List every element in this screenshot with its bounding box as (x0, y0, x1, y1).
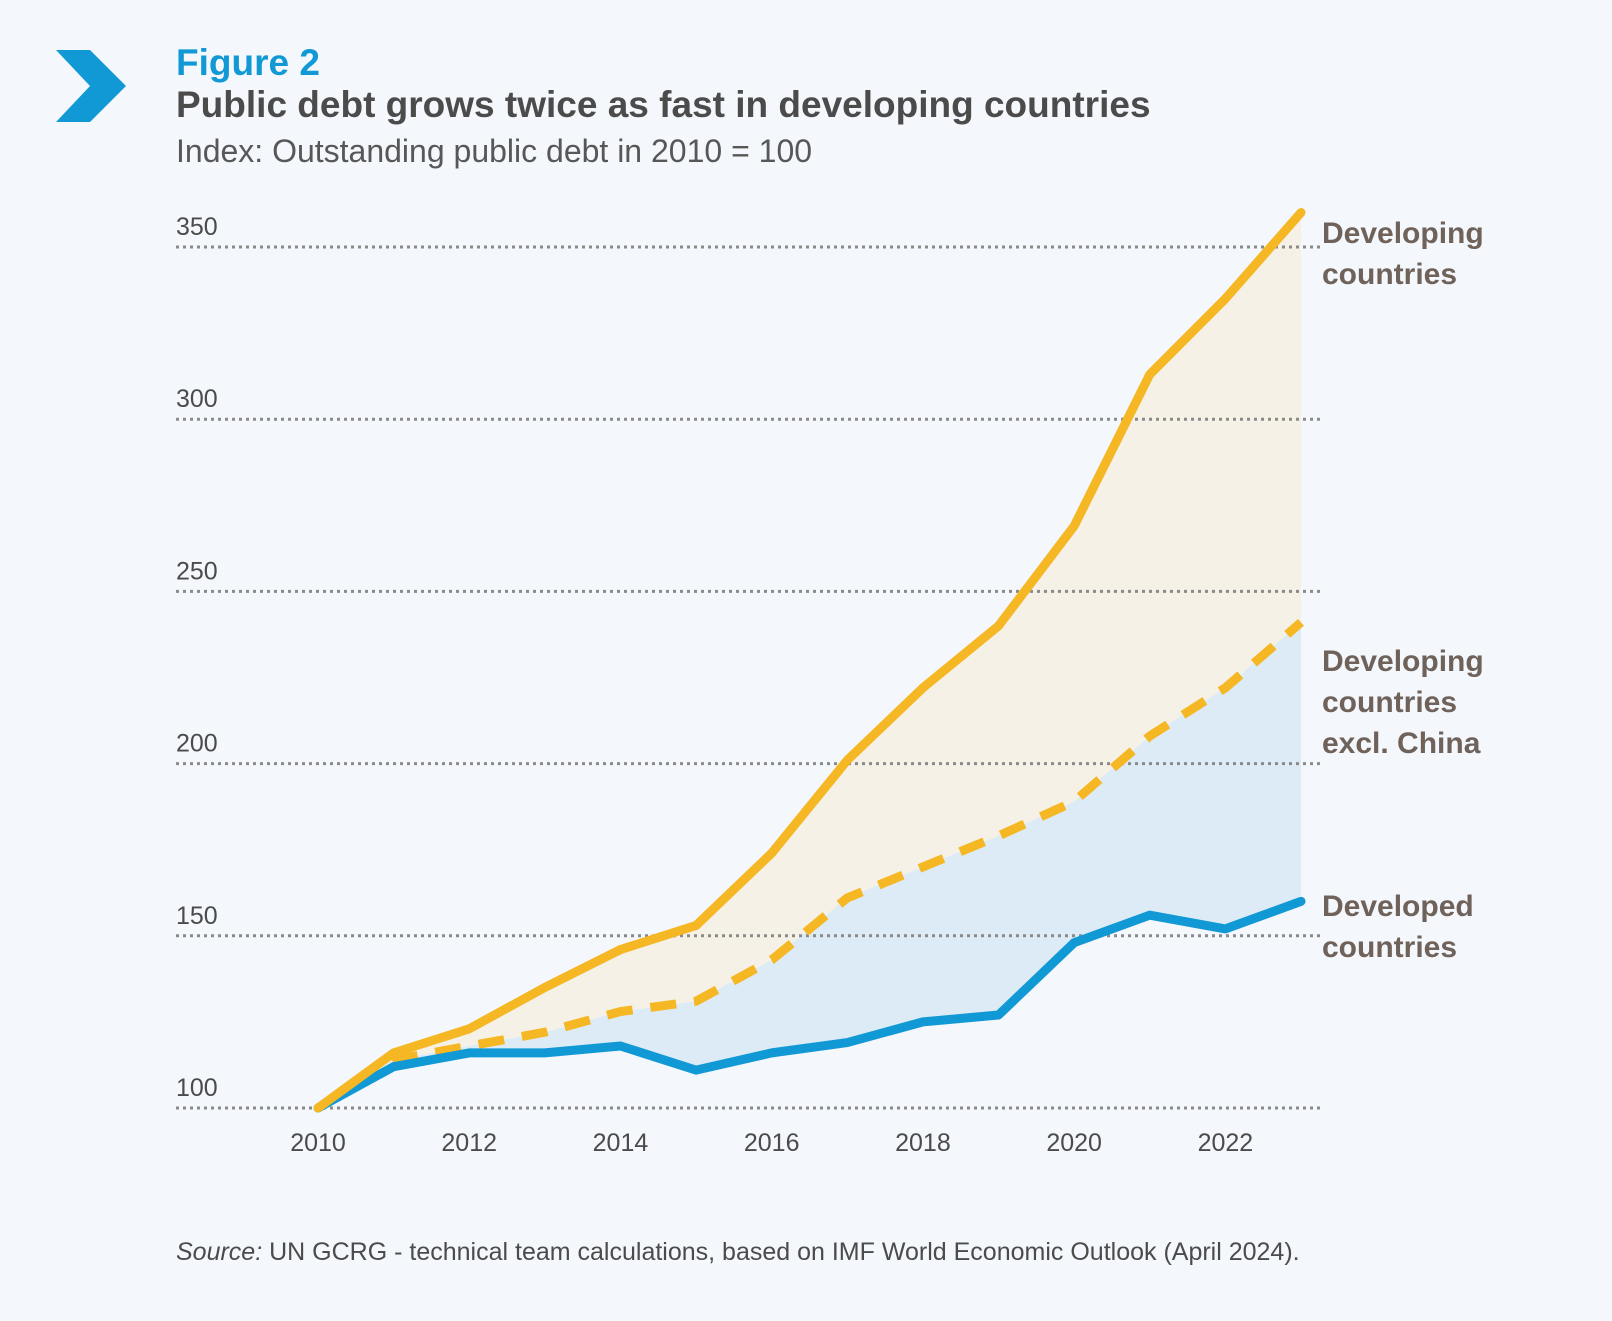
series-line-developing (313, 208, 1306, 1113)
x-tick-label: 2012 (441, 1129, 497, 1157)
chart-title: Public debt grows twice as fast in devel… (176, 84, 1151, 125)
x-tick-label: 2018 (895, 1129, 951, 1157)
series-label: Developing (1322, 217, 1484, 250)
series-line-developing-excl-china (315, 618, 1304, 1112)
x-tick-label: 2022 (1198, 1129, 1254, 1157)
chevron-right-icon (56, 50, 126, 122)
source-prefix: Source: (176, 1238, 263, 1266)
series-label: Developing (1322, 645, 1484, 678)
series-line-developed (313, 896, 1306, 1113)
y-tick-label: 150 (176, 902, 218, 930)
x-tick-label: 2014 (593, 1129, 649, 1157)
series-label: excl. China (1322, 727, 1481, 760)
source-text: UN GCRG - technical team calculations, b… (262, 1238, 1300, 1266)
x-tick-label: 2020 (1046, 1129, 1102, 1157)
figure-label: Figure 2 (176, 42, 320, 83)
series-label: countries (1322, 258, 1457, 291)
chart-subtitle: Index: Outstanding public debt in 2010 =… (176, 133, 813, 169)
series-label: countries (1322, 931, 1457, 964)
y-tick-label: 100 (176, 1074, 218, 1102)
x-tick-label: 2010 (290, 1129, 346, 1157)
x-axis-ticks: 2010 2012 2014 2016 2018 2020 2022 (290, 1129, 1253, 1157)
source-note: Source: UN GCRG - technical team calcula… (176, 1238, 1300, 1267)
y-tick-label: 200 (176, 730, 218, 758)
series-label: countries (1322, 686, 1457, 719)
series-labels: Developing countries Developing countries ex… (1322, 217, 1484, 964)
series-lines (313, 208, 1306, 1113)
series-label: Developed (1322, 890, 1474, 923)
x-tick-label: 2016 (744, 1129, 800, 1157)
y-tick-label: 350 (176, 213, 218, 241)
y-tick-label: 300 (176, 385, 218, 413)
y-tick-label: 250 (176, 557, 218, 585)
y-axis-ticks: 100 150 200 250 300 350 (176, 213, 218, 1102)
area-fills (318, 212, 1301, 1108)
